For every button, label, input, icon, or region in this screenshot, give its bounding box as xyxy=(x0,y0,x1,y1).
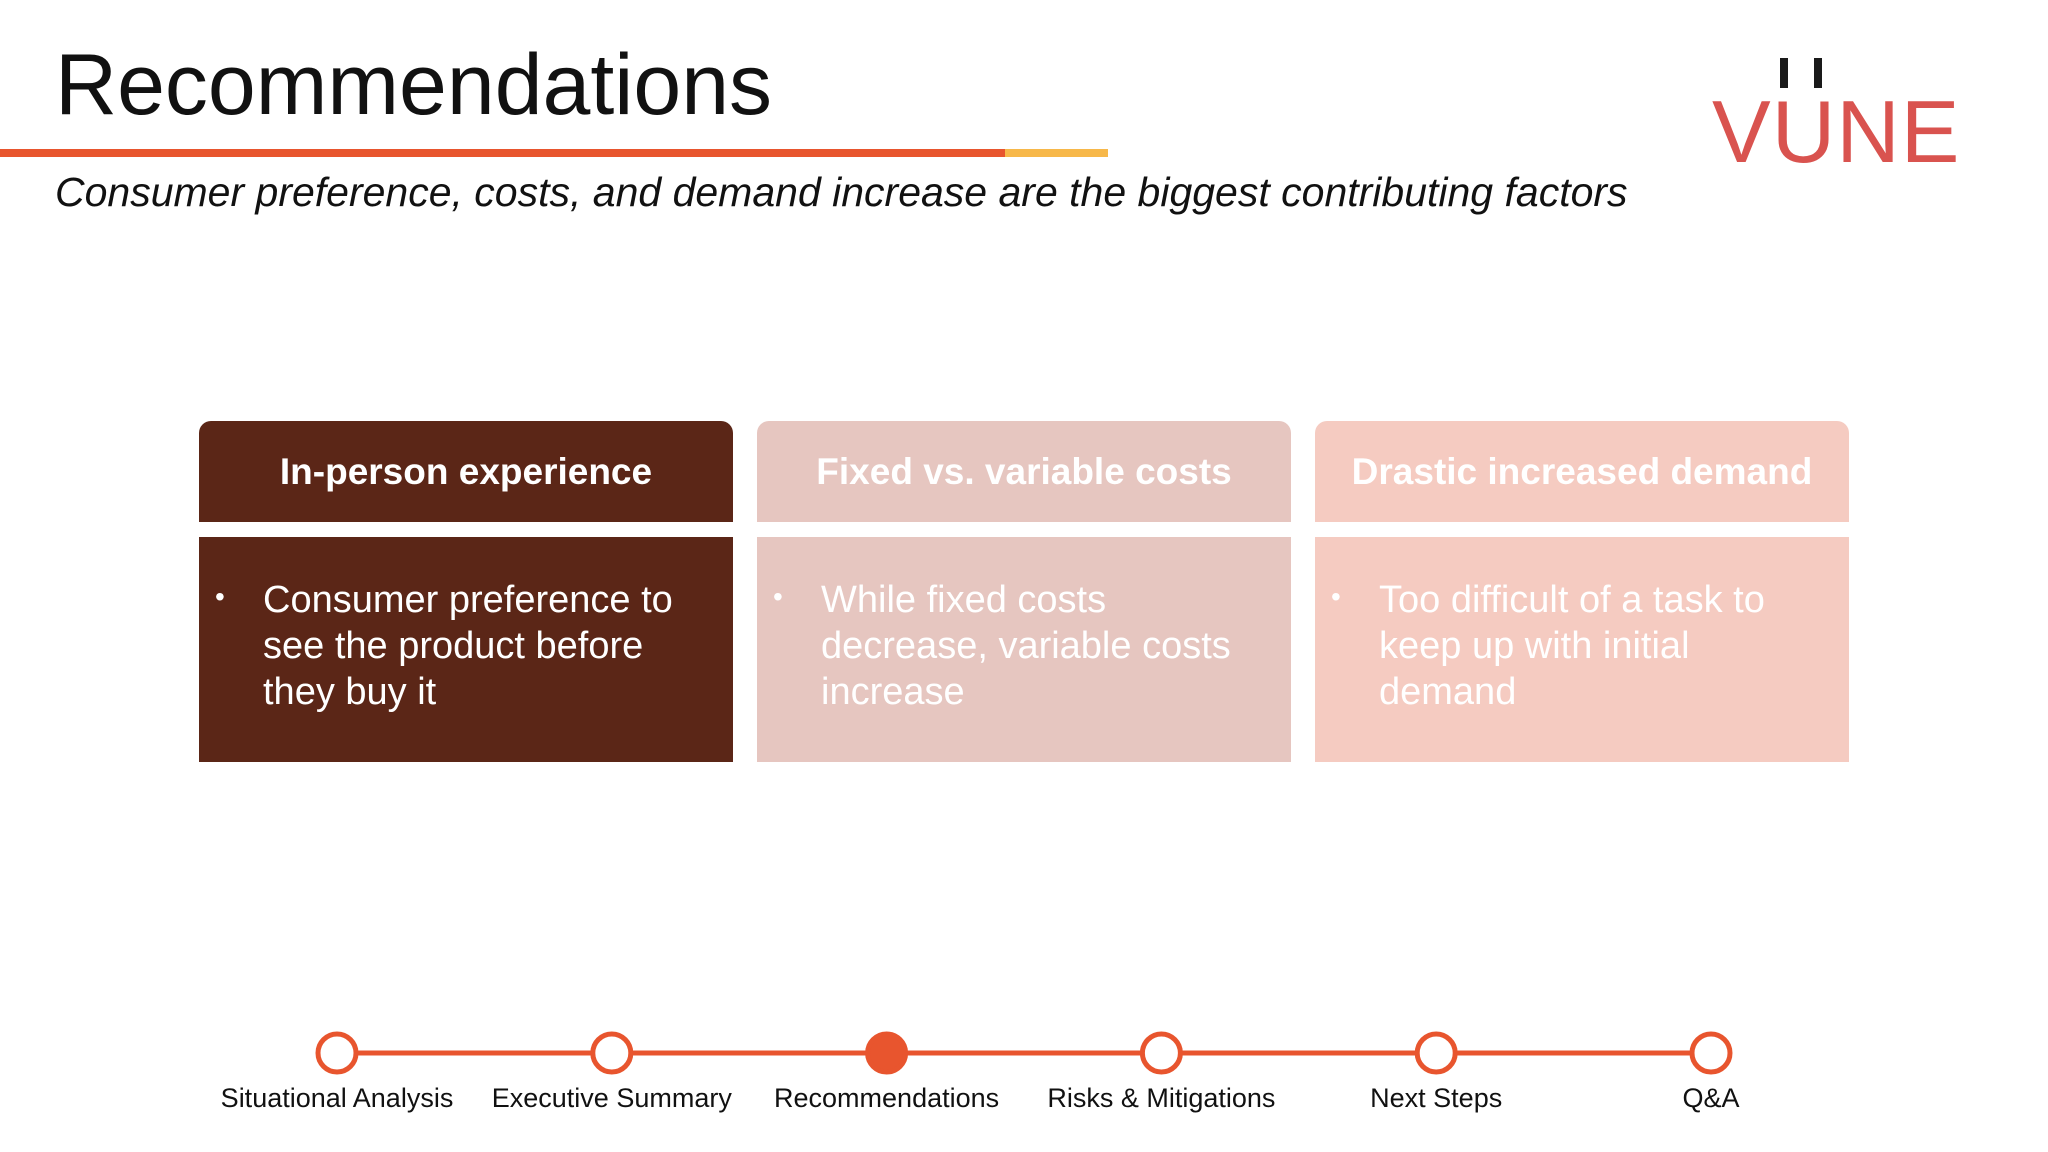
timeline-step-marker[interactable] xyxy=(1414,1031,1458,1075)
card-header: Fixed vs. variable costs xyxy=(757,421,1291,522)
title-underline xyxy=(0,149,1108,157)
card-text: While fixed costs decrease, variable cos… xyxy=(821,579,1231,713)
bullet-icon: • xyxy=(215,581,225,612)
card-text: Too difficult of a task to keep up with … xyxy=(1379,579,1765,713)
timeline-step-marker[interactable] xyxy=(1139,1031,1183,1075)
logo-text: VUNE xyxy=(1712,82,1961,181)
progress-timeline: Situational Analysis Executive Summary Rec… xyxy=(0,1000,2048,1130)
timeline-step-label[interactable]: Next Steps xyxy=(1370,1083,1503,1113)
card-header: In-person experience xyxy=(199,421,733,522)
timeline-step-marker[interactable] xyxy=(1689,1031,1733,1075)
logo-mark-bar xyxy=(1814,58,1822,88)
bullet-icon: • xyxy=(1331,581,1341,612)
timeline-step-marker[interactable] xyxy=(315,1031,359,1075)
timeline-step-label[interactable]: Situational Analysis xyxy=(220,1083,454,1113)
slide-subtitle: Consumer preference, costs, and demand i… xyxy=(55,169,1628,215)
timeline-step-label[interactable]: Risks & Mitigations xyxy=(1047,1083,1276,1113)
card-text: Consumer preference to see the product b… xyxy=(263,579,673,713)
card-body: • Too difficult of a task to keep up wit… xyxy=(1315,537,1849,762)
title-underline-main xyxy=(0,149,1005,157)
logo-mark-bar xyxy=(1780,58,1788,88)
card-header: Drastic increased demand xyxy=(1315,421,1849,522)
timeline-step-marker-active[interactable] xyxy=(865,1031,909,1075)
card-body: • While fixed costs decrease, variable c… xyxy=(757,537,1291,762)
timeline-track xyxy=(315,1031,1733,1075)
timeline-step-marker[interactable] xyxy=(590,1031,634,1075)
timeline-step-label[interactable]: Recommendations xyxy=(774,1083,1000,1113)
slide-title: Recommendations xyxy=(55,37,773,133)
timeline-step-label[interactable]: Q&A xyxy=(1682,1083,1740,1113)
vune-logo: VUNE xyxy=(1712,58,1960,176)
card-body: • Consumer preference to see the product… xyxy=(199,537,733,762)
title-underline-accent xyxy=(1005,149,1108,157)
timeline-step-label[interactable]: Executive Summary xyxy=(491,1083,732,1113)
bullet-icon: • xyxy=(773,581,783,612)
